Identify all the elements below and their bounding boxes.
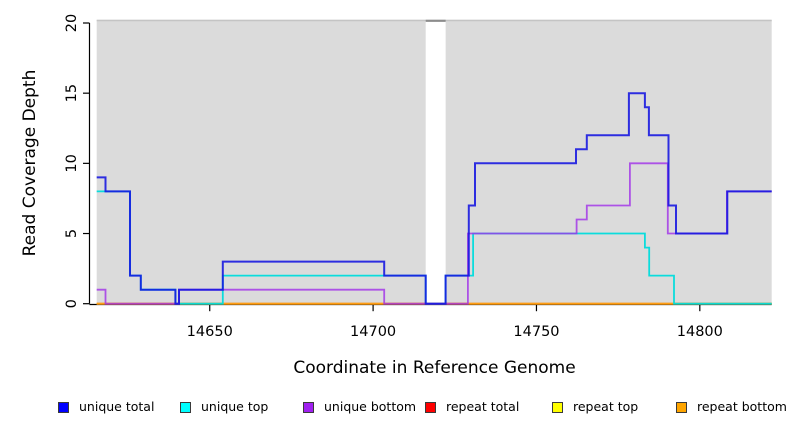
y-tick-label: 15 xyxy=(64,84,80,102)
x-axis-title: Coordinate in Reference Genome xyxy=(293,358,576,378)
masked-region xyxy=(425,21,446,304)
y-tick-label: 5 xyxy=(64,229,80,238)
y-tick-label: 10 xyxy=(64,154,80,172)
x-tick-label: 14650 xyxy=(187,324,233,340)
x-tick-label: 14700 xyxy=(350,324,396,340)
y-tick-label: 20 xyxy=(64,14,80,32)
series-unique-total xyxy=(96,92,772,305)
x-tick-label: 14750 xyxy=(513,324,559,340)
x-tick-label: 14800 xyxy=(677,324,723,340)
y-axis-title: Read Coverage Depth xyxy=(20,69,40,257)
y-tick-label: 0 xyxy=(64,299,80,308)
